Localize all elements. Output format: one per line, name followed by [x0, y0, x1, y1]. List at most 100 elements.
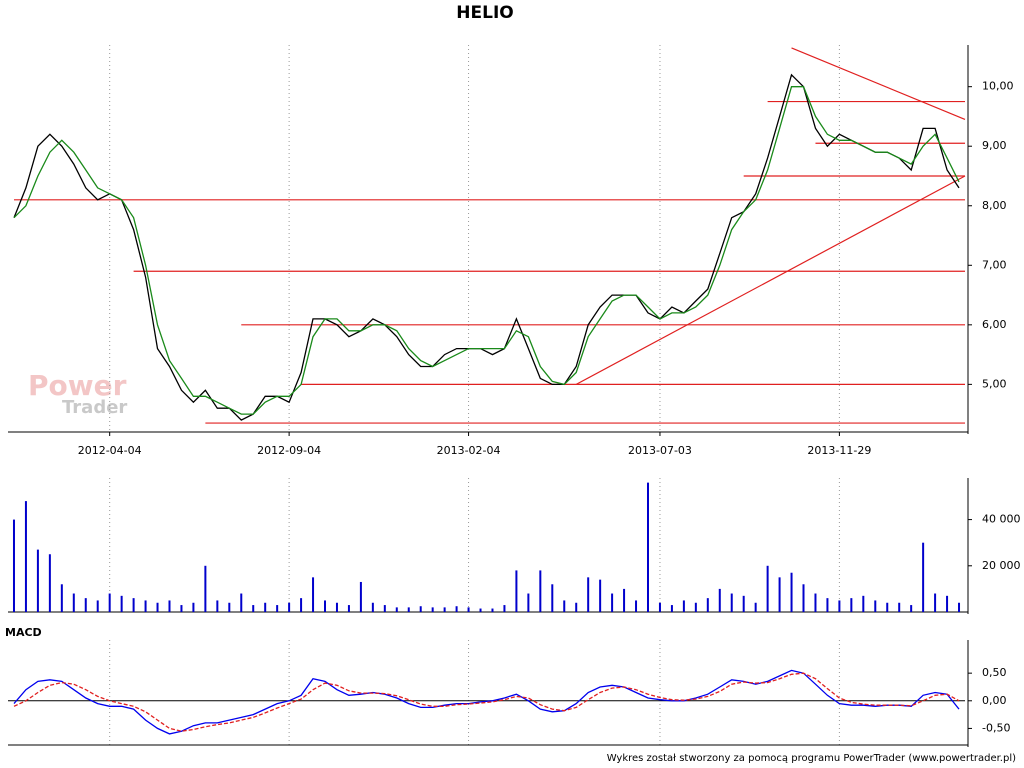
bar — [539, 570, 542, 612]
bar — [180, 605, 183, 612]
bar — [754, 602, 757, 612]
y-tick-label: 8,00 — [982, 199, 1007, 212]
bar — [455, 606, 458, 612]
bar — [96, 600, 99, 612]
y-tick-label: 0,00 — [982, 694, 1007, 707]
bar — [216, 600, 219, 612]
x-tick-label: 2013-11-29 — [807, 444, 871, 457]
bar — [24, 501, 27, 612]
bar — [934, 593, 937, 612]
bar — [48, 554, 51, 612]
bar — [335, 602, 338, 612]
bar — [946, 595, 949, 612]
bar — [431, 607, 434, 612]
bar — [192, 602, 195, 612]
series-line — [13, 669, 960, 735]
bar — [694, 602, 697, 612]
y-tick-label: 10,00 — [982, 80, 1014, 93]
bar — [324, 600, 327, 612]
trend-line — [791, 47, 966, 120]
x-tick-label: 2012-04-04 — [78, 444, 142, 457]
y-tick-label: 9,00 — [982, 139, 1007, 152]
bar — [527, 593, 530, 612]
bar — [264, 602, 267, 612]
bar — [706, 598, 709, 612]
bar — [300, 598, 303, 612]
bar — [658, 602, 661, 612]
bar — [670, 605, 673, 612]
bar — [958, 602, 961, 612]
x-tick-label: 2013-07-03 — [628, 444, 692, 457]
bar — [682, 600, 685, 612]
y-tick-label: 5,00 — [982, 377, 1007, 390]
bar — [383, 605, 386, 612]
bar — [587, 577, 590, 612]
bar — [12, 519, 15, 612]
x-tick-label: 2012-09-04 — [257, 444, 321, 457]
bar — [120, 595, 123, 612]
bar — [108, 593, 111, 612]
bar — [886, 602, 889, 612]
bar — [611, 593, 614, 612]
bar — [144, 600, 147, 612]
bar — [838, 600, 841, 612]
y-tick-label: 0,50 — [982, 666, 1007, 679]
bar — [503, 605, 506, 612]
bar — [623, 588, 626, 612]
bar — [204, 565, 207, 612]
bar — [862, 595, 865, 612]
y-tick-label: 6,00 — [982, 318, 1007, 331]
bar — [168, 600, 171, 612]
bar — [898, 602, 901, 612]
bar — [479, 608, 482, 612]
bar — [790, 572, 793, 612]
bar — [646, 482, 649, 612]
bar — [359, 581, 362, 612]
bar — [802, 584, 805, 612]
bar — [36, 549, 39, 612]
series-line — [13, 672, 960, 732]
bar — [826, 598, 829, 612]
bar — [84, 598, 87, 612]
bar — [443, 607, 446, 612]
bar — [599, 579, 602, 612]
bar — [730, 593, 733, 612]
y-tick-label: 40 000 — [982, 513, 1021, 526]
bar — [850, 598, 853, 612]
bar — [814, 593, 817, 612]
bar — [575, 602, 578, 612]
bar — [240, 593, 243, 612]
bar — [395, 607, 398, 612]
panel-label: MACD — [5, 626, 42, 639]
bar — [467, 607, 470, 612]
bar — [718, 588, 721, 612]
bar — [874, 600, 877, 612]
bar — [515, 570, 518, 612]
y-tick-label: -0,50 — [982, 721, 1010, 734]
bar — [419, 606, 422, 612]
bar — [742, 595, 745, 612]
footer: Wykres został stworzony za pomocą progra… — [607, 753, 1016, 764]
bar — [635, 600, 638, 612]
chart-title: HELIO — [456, 3, 513, 23]
bar — [766, 565, 769, 612]
bar — [288, 602, 291, 612]
bar — [312, 577, 315, 612]
watermark: Trader — [62, 397, 127, 418]
bar — [347, 605, 350, 612]
y-tick-label: 7,00 — [982, 258, 1007, 271]
bar — [132, 598, 135, 612]
series-line — [13, 86, 960, 415]
bar — [60, 584, 63, 612]
bar — [228, 602, 231, 612]
trend-line — [575, 175, 966, 385]
bar — [563, 600, 566, 612]
bar — [551, 584, 554, 612]
bar — [407, 607, 410, 612]
bar — [72, 593, 75, 612]
bar — [252, 605, 255, 612]
bar — [491, 608, 494, 612]
bar — [156, 602, 159, 612]
bar — [922, 542, 925, 612]
